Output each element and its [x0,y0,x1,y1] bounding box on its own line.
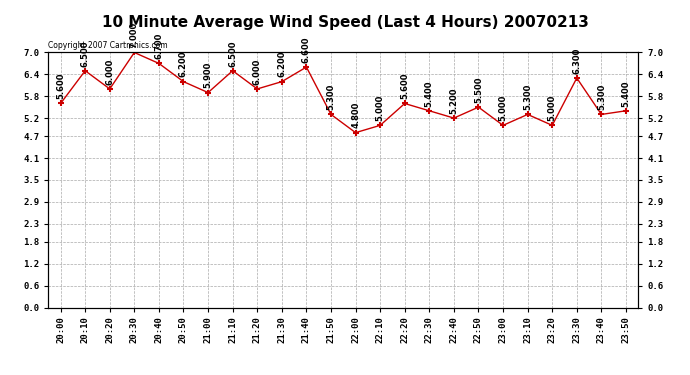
Text: 6.600: 6.600 [302,36,311,63]
Text: 5.300: 5.300 [326,84,335,110]
Text: 6.300: 6.300 [572,48,581,74]
Text: 7.000: 7.000 [130,22,139,48]
Text: 6.000: 6.000 [106,58,115,85]
Text: 5.400: 5.400 [622,80,631,106]
Text: 5.600: 5.600 [56,73,65,99]
Text: 5.000: 5.000 [375,95,384,121]
Text: 5.000: 5.000 [548,95,557,121]
Text: 5.300: 5.300 [597,84,606,110]
Text: 6.700: 6.700 [155,33,164,59]
Text: 5.500: 5.500 [474,76,483,103]
Text: 5.000: 5.000 [499,95,508,121]
Text: 6.500: 6.500 [228,40,237,66]
Text: 5.600: 5.600 [400,73,409,99]
Text: 5.900: 5.900 [204,62,213,88]
Text: 6.200: 6.200 [277,51,286,78]
Text: 6.000: 6.000 [253,58,262,85]
Text: 5.200: 5.200 [449,87,458,114]
Text: 6.500: 6.500 [81,40,90,66]
Text: Copyright 2007 Cartronics.com: Copyright 2007 Cartronics.com [48,41,168,50]
Text: 10 Minute Average Wind Speed (Last 4 Hours) 20070213: 10 Minute Average Wind Speed (Last 4 Hou… [101,15,589,30]
Text: 5.300: 5.300 [523,84,532,110]
Text: 6.200: 6.200 [179,51,188,78]
Text: 5.400: 5.400 [425,80,434,106]
Text: 4.800: 4.800 [351,102,360,129]
